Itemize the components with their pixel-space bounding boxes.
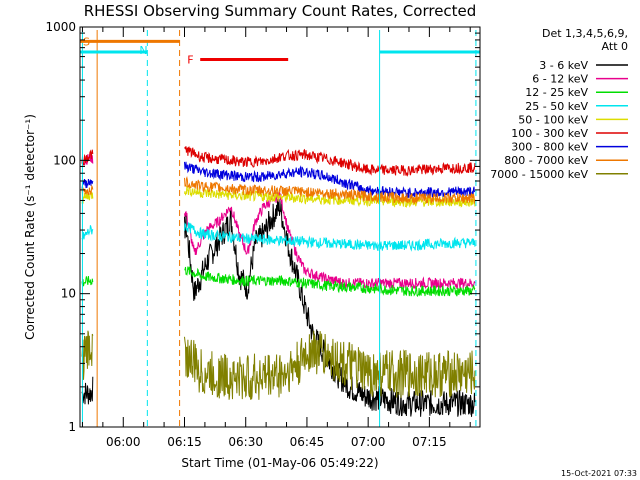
x-tick-label-6: 07:15 <box>412 435 447 449</box>
x-tick-label-5: 07:00 <box>351 435 386 449</box>
y-tick-label-4: 1000 <box>45 20 76 34</box>
series-line-9-seg-1 <box>81 330 94 380</box>
legend-label-1: 3 - 6 keV <box>539 59 588 72</box>
x-tick-label-3: 06:30 <box>228 435 263 449</box>
y-tick-label-2: 10 <box>61 287 76 301</box>
series-line-1-seg-2 <box>184 199 476 417</box>
plot-frame <box>79 26 481 428</box>
legend-label-6: 100 - 300 keV <box>511 127 588 140</box>
legend-label-3: 12 - 25 keV <box>525 86 588 99</box>
x-tick-label-2: 06:15 <box>167 435 202 449</box>
x-axis: 06:00 06:15 06:30 06:45 07:00 07:15 <box>81 27 471 449</box>
legend-label-5: 50 - 100 keV <box>518 113 588 126</box>
series-line-2-seg-2 <box>184 190 476 290</box>
series-line-7-seg-1 <box>81 178 94 190</box>
legend-label-4: 25 - 50 keV <box>525 100 588 113</box>
timestamp: 15-Oct-2021 07:33 <box>561 469 637 478</box>
y-axis-label: Corrected Count Rate (s⁻¹ detector⁻¹) <box>23 114 37 340</box>
series-line-3-seg-2 <box>184 266 476 297</box>
y-tick-label-1: 1 <box>68 420 76 434</box>
series-line-4-seg-2 <box>184 222 476 252</box>
series-line-6-seg-2 <box>184 145 476 177</box>
legend-label-7: 300 - 800 keV <box>511 141 588 154</box>
flag-letter-1: S <box>83 35 90 48</box>
legend-label-2: 6 - 12 keV <box>532 73 588 86</box>
legend-header-attenuator: Att 0 <box>602 40 628 53</box>
series-line-1-seg-1 <box>81 376 94 405</box>
series-line-8-seg-2 <box>184 176 476 206</box>
flag-letter-2: N <box>139 44 147 57</box>
y-tick-label-3: 100 <box>53 153 76 167</box>
legend-header-detectors: Det 1,3,4,5,6,9, <box>542 27 628 40</box>
x-tick-label-1: 06:00 <box>106 435 141 449</box>
legend-label-8: 800 - 7000 keV <box>504 154 588 167</box>
series-line-6-seg-1 <box>81 149 94 166</box>
series-line-4-seg-1 <box>81 225 94 242</box>
x-tick-label-4: 06:45 <box>290 435 325 449</box>
chart-title: RHESSI Observing Summary Count Rates, Co… <box>84 2 477 20</box>
y-axis: 1 10 100 1000 <box>45 20 480 434</box>
legend-label-9: 7000 - 15000 keV <box>490 168 588 181</box>
series-line-9-seg-2 <box>184 330 476 400</box>
plot-area: S N F <box>80 30 480 427</box>
series-line-3-seg-1 <box>81 275 94 287</box>
series-line-7-seg-2 <box>184 161 476 199</box>
flag-letter-3: F <box>187 54 193 67</box>
x-axis-label: Start Time (01-May-06 05:49:22) <box>181 456 378 470</box>
